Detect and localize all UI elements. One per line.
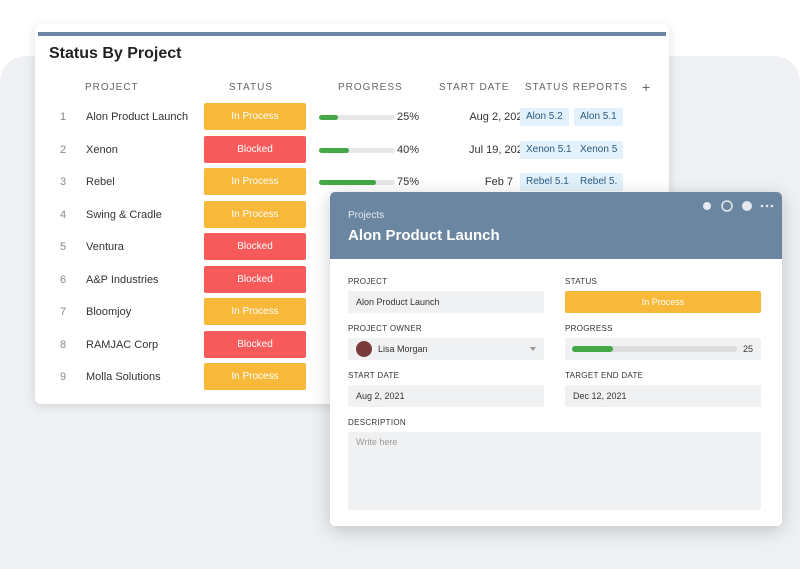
panel-title: Alon Product Launch <box>348 227 500 244</box>
progress-label: 75% <box>397 176 420 188</box>
field-label: TARGET END DATE <box>565 371 644 380</box>
column-header: PROJECT <box>85 82 139 93</box>
dropdown-caret <box>530 347 536 351</box>
column-header: PROGRESS <box>338 82 403 93</box>
owner-name: Lisa Morgan <box>378 344 428 354</box>
clock-icon[interactable] <box>721 200 733 212</box>
report-chip[interactable]: Alon 5.2 <box>520 108 569 126</box>
row-index: 5 <box>60 241 67 253</box>
progress-bar <box>572 346 614 352</box>
table-row[interactable]: 2 Xenon Blocked 40% Jul 19, 2021 Xenon 5.1 Xen… <box>42 134 663 165</box>
field-label: PROGRESS <box>565 324 613 333</box>
progress-bar <box>319 180 376 185</box>
start-date: Jul 19, 2021 <box>469 143 529 156</box>
field-label: PROJECT OWNER <box>348 324 422 333</box>
progress-track <box>572 346 737 352</box>
row-index: 3 <box>60 176 67 188</box>
status-badge[interactable]: In Process <box>204 298 306 325</box>
end-date-field[interactable]: Dec 12, 2021 <box>565 385 761 407</box>
report-chip[interactable]: Alon 5.1 <box>574 108 623 126</box>
project-name: Bloomjoy <box>86 306 132 318</box>
report-chip[interactable]: Xenon 5 <box>574 140 624 159</box>
bell-icon[interactable] <box>703 202 711 210</box>
field-label: START DATE <box>348 371 400 380</box>
column-header: START DATE <box>439 82 510 93</box>
avatar <box>356 341 372 357</box>
project-name: Alon Product Launch <box>86 111 189 123</box>
breadcrumb[interactable]: Projects <box>348 210 385 221</box>
progress-bar <box>319 115 338 120</box>
column-header: STATUS REPORTS <box>525 82 628 93</box>
project-field[interactable]: Alon Product Launch <box>348 291 544 313</box>
row-index: 8 <box>60 338 67 351</box>
report-chip[interactable]: Xenon 5.1 <box>520 140 578 159</box>
project-name: Molla Solutions <box>86 371 161 383</box>
panel-icons <box>703 200 774 212</box>
progress-track <box>319 115 395 120</box>
project-name: A&P Industries <box>86 273 159 286</box>
top-bar <box>38 32 666 36</box>
row-index: 9 <box>60 371 67 383</box>
progress-label: 25% <box>397 111 420 123</box>
project-name: RAMJAC Corp <box>86 338 159 351</box>
table-row[interactable]: 1 Alon Product Launch In Process 25% Aug 2, … <box>42 102 663 132</box>
start-date: Feb 7 <box>484 176 514 188</box>
project-name: Ventura <box>86 241 124 253</box>
field-label: STATUS <box>565 277 598 286</box>
start-date: Aug 2, 2021 <box>469 111 529 123</box>
status-badge[interactable]: In Process <box>204 168 306 195</box>
row-index: 4 <box>60 208 67 221</box>
progress-track <box>319 147 395 153</box>
report-chip[interactable]: Rebel 5. <box>574 173 624 191</box>
row-index: 1 <box>60 111 67 123</box>
table-title: Status By Project <box>49 45 182 62</box>
detail-panel: Projects Alon Product Launch PROJECT STAT… <box>330 192 782 526</box>
start-date-field[interactable]: Aug 2, 2021 <box>348 385 544 407</box>
status-badge[interactable]: In Process <box>204 363 306 390</box>
status-badge[interactable]: Blocked <box>204 135 306 163</box>
row-index: 6 <box>60 273 67 286</box>
progress-field: 25 <box>565 338 761 360</box>
field-label: DESCRIPTION <box>348 418 406 427</box>
report-chip[interactable]: Rebel 5.1 <box>520 173 575 191</box>
progress-bar <box>319 147 350 153</box>
status-field[interactable]: In Process <box>565 291 761 313</box>
owner-field[interactable]: Lisa Morgan <box>348 338 544 360</box>
comment-icon[interactable] <box>742 201 752 211</box>
field-label: PROJECT <box>348 277 388 286</box>
status-badge[interactable]: Blocked <box>204 330 306 358</box>
row-index: 7 <box>60 306 67 318</box>
project-name: Xenon <box>86 143 118 156</box>
project-name: Rebel <box>86 176 115 188</box>
progress-value: 25 <box>743 344 754 354</box>
status-badge[interactable]: Blocked <box>204 233 306 260</box>
more-icon[interactable] <box>760 204 774 208</box>
status-badge[interactable]: In Process <box>204 103 306 130</box>
project-name: Swing & Cradle <box>86 208 162 221</box>
progress-track <box>319 180 395 185</box>
row-index: 2 <box>60 143 67 156</box>
status-badge[interactable]: In Process <box>204 200 306 228</box>
progress-label: 40% <box>397 143 420 156</box>
column-header: STATUS <box>229 82 273 93</box>
description-field[interactable]: Write here <box>348 432 761 510</box>
panel-header: Projects Alon Product Launch <box>330 192 782 259</box>
status-badge[interactable]: Blocked <box>204 265 306 293</box>
column-header[interactable]: + <box>642 79 652 95</box>
